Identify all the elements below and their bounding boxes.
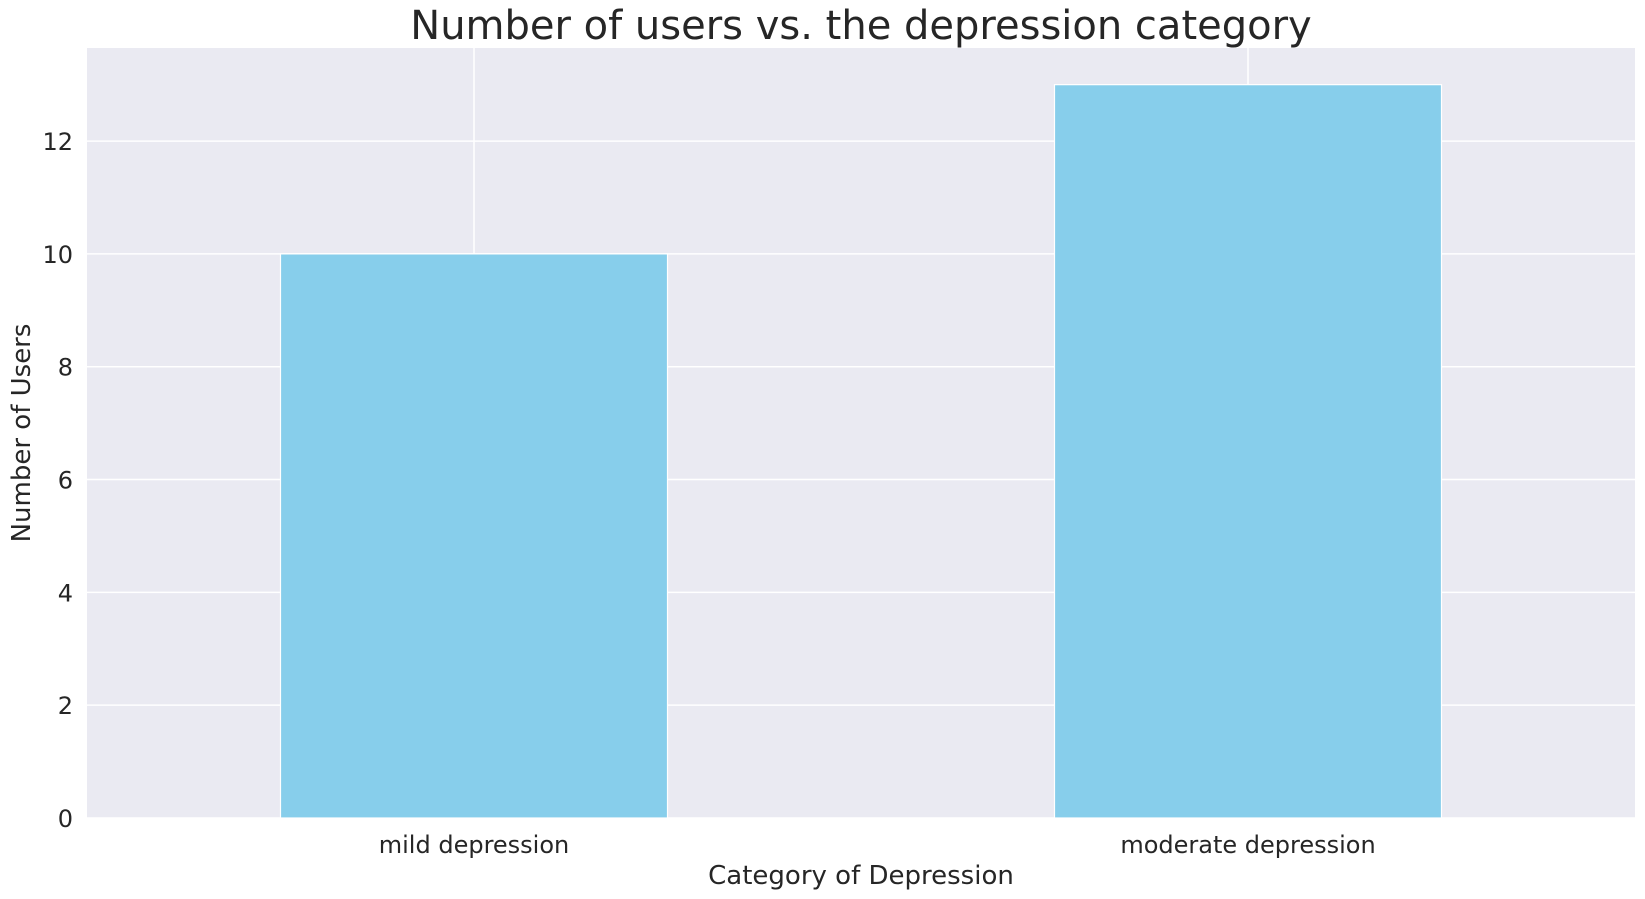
y-tick-labels: 0 2 4 6 8 10 12 [42,128,73,833]
y-tick-label: 0 [58,805,73,833]
x-tick-label: moderate depression [1120,831,1375,859]
y-tick-label: 6 [58,467,73,495]
bar-mild-depression [279,253,669,819]
y-tick-label: 4 [58,579,73,607]
y-tick-label: 12 [42,128,73,156]
x-tick-labels: mild depression moderate depression [379,831,1376,859]
y-tick-label: 8 [58,354,73,382]
chart-title: Number of users vs. the depression categ… [410,3,1311,49]
y-tick-label: 10 [42,241,73,269]
x-tick-label: mild depression [379,831,570,859]
bar-moderate-depression [1053,84,1443,819]
y-tick-label: 2 [58,692,73,720]
y-axis-label: Number of Users [7,324,37,543]
x-axis-label: Category of Depression [708,861,1014,891]
bars [279,84,1443,819]
